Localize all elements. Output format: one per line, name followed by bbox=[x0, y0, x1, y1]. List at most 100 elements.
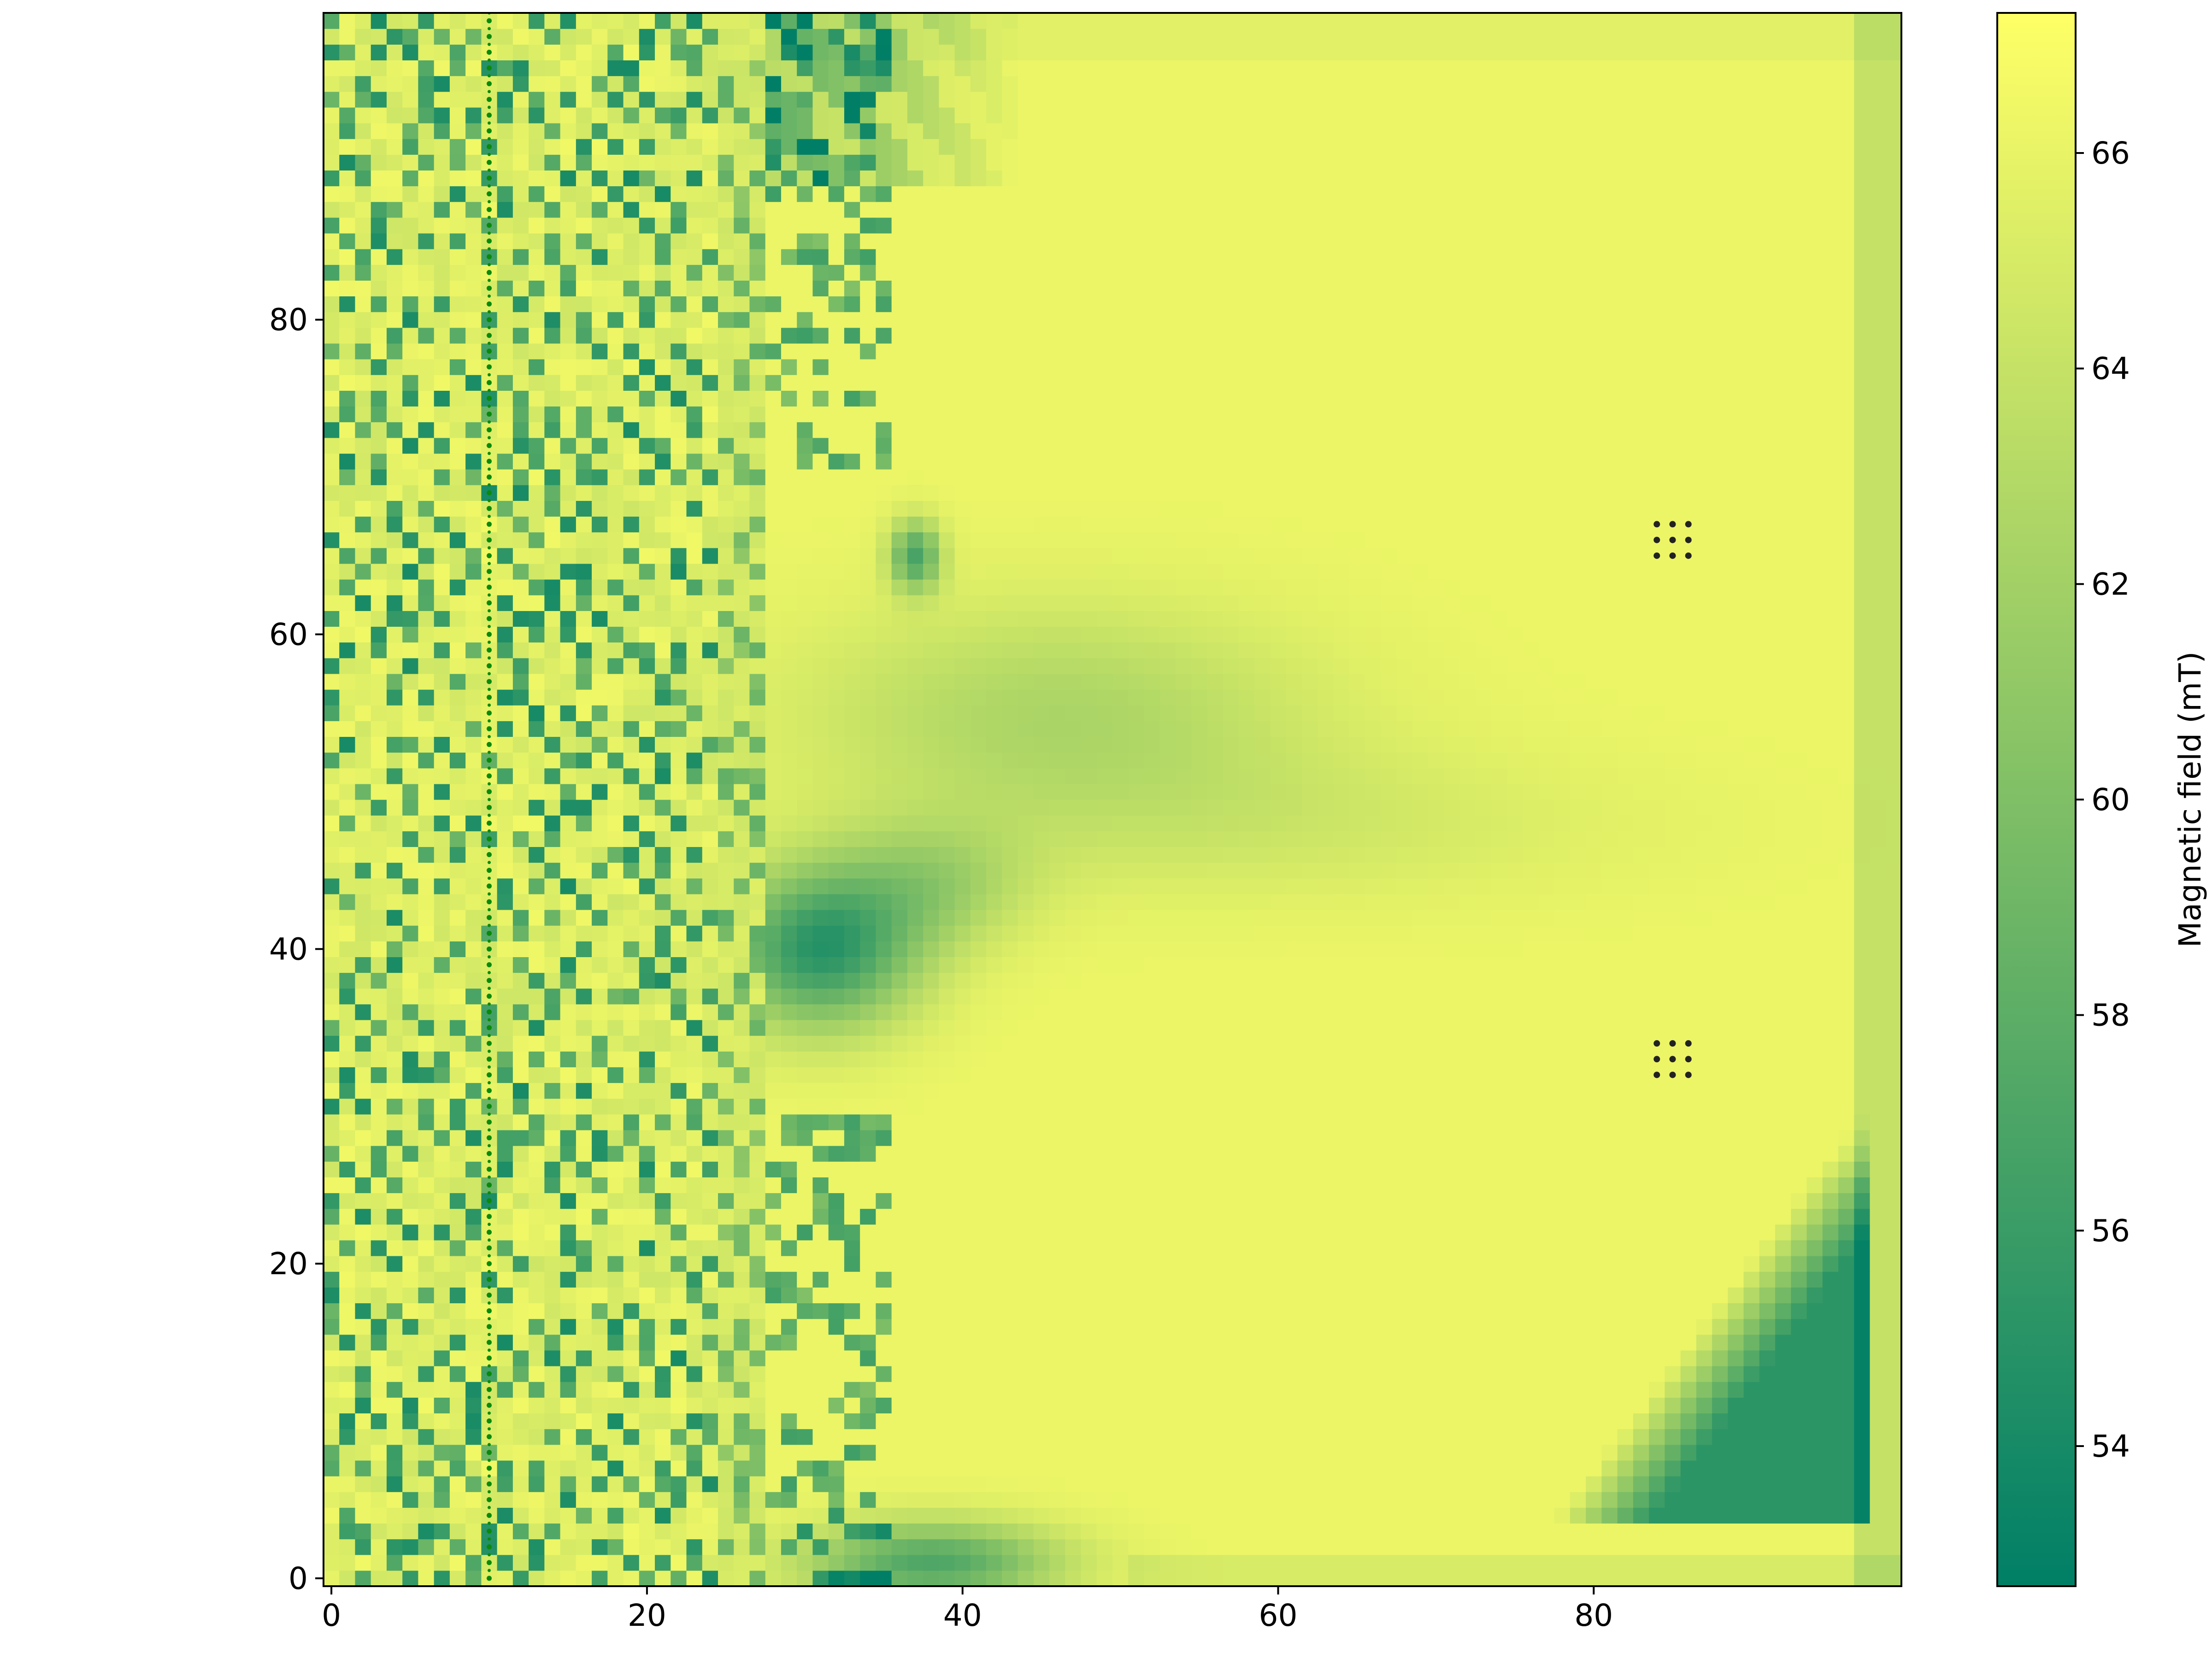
heatmap-cell bbox=[1475, 1146, 1492, 1162]
heatmap-cell bbox=[1018, 1413, 1034, 1430]
heatmap-cell bbox=[986, 847, 1002, 863]
heatmap-cell bbox=[1712, 1303, 1728, 1319]
heatmap-cell bbox=[891, 1303, 908, 1319]
heatmap-cell bbox=[907, 1177, 924, 1194]
heatmap-cell bbox=[1665, 1019, 1681, 1036]
heatmap-cell bbox=[1175, 1035, 1192, 1052]
heatmap-cell bbox=[718, 1492, 734, 1508]
heatmap-cell bbox=[1286, 1570, 1302, 1586]
heatmap-cell bbox=[1049, 1146, 1065, 1162]
heatmap-cell bbox=[449, 1318, 466, 1335]
heatmap-cell bbox=[371, 1051, 387, 1067]
heatmap-cell bbox=[1207, 1382, 1224, 1398]
heatmap-cell bbox=[560, 800, 577, 816]
heatmap-cell bbox=[812, 1098, 829, 1115]
heatmap-cell bbox=[939, 1004, 955, 1020]
heatmap-cell bbox=[1270, 1444, 1287, 1461]
heatmap-cell bbox=[1459, 878, 1476, 894]
heatmap-cell bbox=[686, 1161, 703, 1177]
heatmap-cell bbox=[1601, 1114, 1618, 1130]
heatmap-cell bbox=[1617, 972, 1634, 989]
heatmap-cell bbox=[876, 831, 892, 847]
heatmap-cell bbox=[512, 894, 529, 910]
heatmap-cell bbox=[1381, 878, 1397, 894]
heatmap-cell bbox=[1649, 847, 1665, 863]
heatmap-cell bbox=[1002, 1429, 1018, 1445]
heatmap-cell bbox=[860, 1366, 876, 1382]
heatmap-cell bbox=[371, 1366, 387, 1382]
heatmap-cell bbox=[386, 1492, 403, 1508]
heatmap-cell bbox=[655, 1193, 671, 1209]
heatmap-cell bbox=[497, 1067, 513, 1083]
heatmap-cell bbox=[386, 1413, 403, 1430]
heatmap-cell bbox=[1033, 1224, 1050, 1241]
heatmap-cell bbox=[529, 1366, 545, 1382]
heatmap-cell bbox=[1554, 1004, 1571, 1020]
heatmap-cell bbox=[639, 1224, 655, 1241]
heatmap-cell bbox=[1712, 1554, 1728, 1571]
heatmap-cell bbox=[512, 1413, 529, 1430]
heatmap-cell bbox=[371, 1208, 387, 1225]
heatmap-cell bbox=[1112, 1318, 1129, 1335]
heatmap-cell bbox=[702, 957, 718, 973]
heatmap-cell bbox=[623, 847, 640, 863]
heatmap-cell bbox=[1333, 831, 1350, 847]
heatmap-cell bbox=[1081, 925, 1097, 941]
heatmap-cell bbox=[1002, 1177, 1018, 1194]
heatmap-cell bbox=[702, 1303, 718, 1319]
heatmap-cell bbox=[1523, 957, 1539, 973]
heatmap-cell bbox=[639, 1570, 655, 1586]
heatmap-cell bbox=[970, 1130, 987, 1146]
heatmap-cell bbox=[1365, 988, 1381, 1005]
heatmap-cell bbox=[1128, 1460, 1145, 1477]
heatmap-cell bbox=[718, 1303, 734, 1319]
heatmap-cell bbox=[434, 1224, 450, 1241]
heatmap-cell bbox=[1665, 972, 1681, 989]
heatmap-cell bbox=[560, 941, 577, 957]
heatmap-cell bbox=[592, 941, 608, 957]
heatmap-cell bbox=[1033, 1539, 1050, 1555]
heatmap-cell bbox=[1523, 1413, 1539, 1430]
heatmap-cell bbox=[1507, 878, 1523, 894]
heatmap-cell bbox=[1301, 800, 1318, 816]
heatmap-cell bbox=[718, 1554, 734, 1571]
heatmap-cell bbox=[765, 862, 782, 879]
heatmap-cell bbox=[386, 878, 403, 894]
heatmap-cell bbox=[797, 1098, 813, 1115]
heatmap-cell bbox=[1570, 1193, 1586, 1209]
heatmap-cell bbox=[1570, 847, 1586, 863]
heatmap-cell bbox=[497, 988, 513, 1005]
heatmap-cell bbox=[1491, 1114, 1507, 1130]
heatmap-cell bbox=[671, 1554, 687, 1571]
heatmap-cell bbox=[765, 1114, 782, 1130]
heatmap-cell bbox=[797, 941, 813, 957]
heatmap-cell bbox=[1491, 1130, 1507, 1146]
heatmap-cell bbox=[1665, 1539, 1681, 1555]
heatmap-cell bbox=[1538, 1193, 1555, 1209]
heatmap-cell bbox=[1049, 1256, 1065, 1272]
heatmap-cell bbox=[339, 1051, 356, 1067]
heatmap-cell bbox=[749, 1429, 766, 1445]
heatmap-cell bbox=[355, 1287, 371, 1304]
heatmap-cell bbox=[324, 1098, 340, 1115]
heatmap-cell bbox=[1207, 1256, 1224, 1272]
heatmap-cell bbox=[1633, 1334, 1649, 1351]
heatmap-cell bbox=[1870, 1019, 1886, 1036]
heatmap-cell bbox=[1412, 1051, 1429, 1067]
heatmap-cell bbox=[1112, 847, 1129, 863]
heatmap-cell bbox=[1649, 1382, 1665, 1398]
heatmap-cell bbox=[1159, 1098, 1176, 1115]
heatmap-cell bbox=[434, 1019, 450, 1036]
heatmap-cell bbox=[623, 1177, 640, 1194]
heatmap-cell bbox=[1301, 1444, 1318, 1461]
heatmap-cell bbox=[402, 1570, 419, 1586]
heatmap-cell bbox=[939, 1177, 955, 1194]
heatmap-cell bbox=[907, 1161, 924, 1177]
heatmap-cell bbox=[418, 1303, 435, 1319]
heatmap-cell bbox=[1523, 1507, 1539, 1524]
heatmap-cell bbox=[1428, 925, 1444, 941]
heatmap-cell bbox=[891, 800, 908, 816]
heatmap-cell bbox=[1270, 1224, 1287, 1241]
heatmap-cell bbox=[434, 1130, 450, 1146]
heatmap-cell bbox=[1570, 878, 1586, 894]
